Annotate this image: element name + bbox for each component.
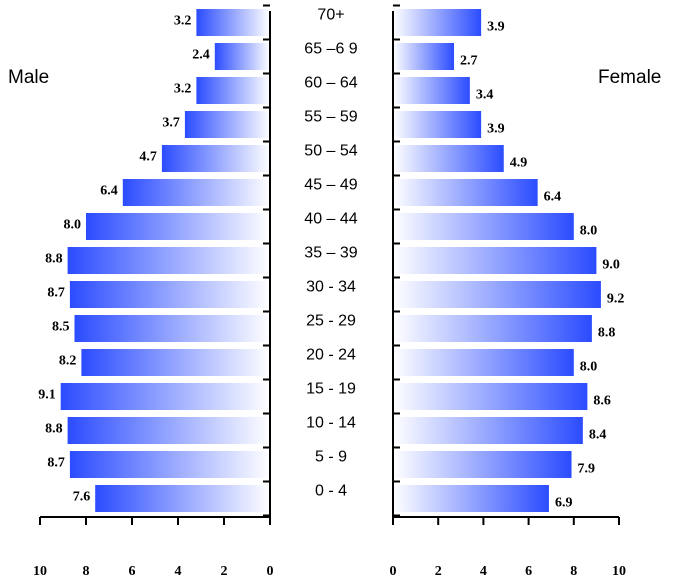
female-bar xyxy=(393,213,574,240)
male-x-tick-label: 10 xyxy=(33,564,47,579)
male-value-label: 8.7 xyxy=(47,456,65,471)
male-bar xyxy=(214,43,270,70)
male-x-tick-label: 2 xyxy=(221,564,228,579)
male-bar xyxy=(69,451,271,478)
female-value-label: 3.9 xyxy=(487,20,505,35)
male-value-label: 3.2 xyxy=(174,14,192,29)
female-bar xyxy=(393,383,588,410)
age-group-label: 10 - 14 xyxy=(306,415,356,432)
female-value-label: 8.0 xyxy=(580,224,598,239)
female-bar xyxy=(393,43,455,70)
male-bar xyxy=(74,315,270,342)
male-bar xyxy=(161,145,270,172)
female-bar xyxy=(393,247,597,274)
female-bar xyxy=(393,315,592,342)
chart-marks: 7.6 6.9 0 - 4 8.7 7.9 5 - 9 8.8 8.4 10 - 14 9.1 8.… xyxy=(33,4,626,579)
female-bar xyxy=(393,281,601,308)
male-bar xyxy=(184,111,270,138)
male-x-tick-label: 8 xyxy=(83,564,90,579)
female-side-label: Female xyxy=(598,67,661,88)
age-group-label: 70+ xyxy=(317,7,344,24)
female-value-label: 9.0 xyxy=(602,258,620,273)
female-value-label: 2.7 xyxy=(460,54,478,69)
male-x-tick-label: 6 xyxy=(129,564,136,579)
male-bar xyxy=(67,417,270,444)
male-bar xyxy=(196,9,270,36)
male-bar xyxy=(86,213,270,240)
female-bar xyxy=(393,77,470,104)
age-group-label: 50 – 54 xyxy=(304,143,357,160)
male-bar xyxy=(122,179,270,206)
male-value-label: 8.8 xyxy=(45,252,63,267)
female-bar xyxy=(393,417,583,444)
male-value-label: 8.5 xyxy=(52,320,70,335)
age-group-label: 55 – 59 xyxy=(304,109,357,126)
male-value-label: 8.2 xyxy=(59,354,77,369)
female-value-label: 8.4 xyxy=(589,428,607,443)
female-x-tick-label: 6 xyxy=(525,564,532,579)
female-value-label: 9.2 xyxy=(607,292,625,307)
female-x-tick-label: 2 xyxy=(435,564,442,579)
age-group-label: 30 - 34 xyxy=(306,279,356,296)
age-group-label: 25 - 29 xyxy=(306,313,356,330)
male-value-label: 3.7 xyxy=(162,116,180,131)
age-group-label: 0 - 4 xyxy=(315,483,347,500)
female-value-label: 6.9 xyxy=(555,496,573,511)
female-bar xyxy=(393,349,574,376)
male-bar xyxy=(196,77,270,104)
female-bar xyxy=(393,179,538,206)
age-group-label: 35 – 39 xyxy=(304,245,357,262)
age-group-label: 45 – 49 xyxy=(304,177,357,194)
male-x-tick-label: 0 xyxy=(267,564,274,579)
female-bar xyxy=(393,9,482,36)
male-bar xyxy=(60,383,271,410)
age-group-label: 15 - 19 xyxy=(306,381,356,398)
female-value-label: 7.9 xyxy=(578,462,596,477)
age-group-label: 20 - 24 xyxy=(306,347,356,364)
male-value-label: 8.0 xyxy=(64,218,82,233)
female-x-tick-label: 0 xyxy=(390,564,397,579)
male-bar xyxy=(67,247,270,274)
age-group-label: 65 –6 9 xyxy=(304,41,357,58)
female-bar xyxy=(393,485,549,512)
female-value-label: 8.0 xyxy=(580,360,598,375)
male-value-label: 4.7 xyxy=(139,150,157,165)
male-bar xyxy=(81,349,271,376)
male-bar xyxy=(95,485,270,512)
female-bar xyxy=(393,451,572,478)
male-value-label: 8.8 xyxy=(45,422,63,437)
female-value-label: 3.9 xyxy=(487,122,505,137)
male-side-label: Male xyxy=(8,67,49,88)
female-bar xyxy=(393,111,482,138)
male-value-label: 7.6 xyxy=(73,490,91,505)
female-x-tick-label: 10 xyxy=(612,564,626,579)
female-value-label: 6.4 xyxy=(544,190,562,205)
female-x-tick-label: 4 xyxy=(480,564,487,579)
female-value-label: 8.8 xyxy=(598,326,616,341)
age-group-label: 40 – 44 xyxy=(304,211,357,228)
female-bar xyxy=(393,145,504,172)
female-value-label: 4.9 xyxy=(510,156,528,171)
female-value-label: 3.4 xyxy=(476,88,494,103)
male-value-label: 3.2 xyxy=(174,82,192,97)
male-x-tick-label: 4 xyxy=(175,564,182,579)
male-value-label: 2.4 xyxy=(192,48,210,63)
female-x-tick-label: 8 xyxy=(570,564,577,579)
female-value-label: 8.6 xyxy=(593,394,611,409)
male-value-label: 9.1 xyxy=(38,388,56,403)
age-group-label: 60 – 64 xyxy=(304,75,357,92)
male-value-label: 8.7 xyxy=(47,286,65,301)
age-group-label: 5 - 9 xyxy=(315,449,347,466)
male-bar xyxy=(69,281,271,308)
male-value-label: 6.4 xyxy=(100,184,118,199)
